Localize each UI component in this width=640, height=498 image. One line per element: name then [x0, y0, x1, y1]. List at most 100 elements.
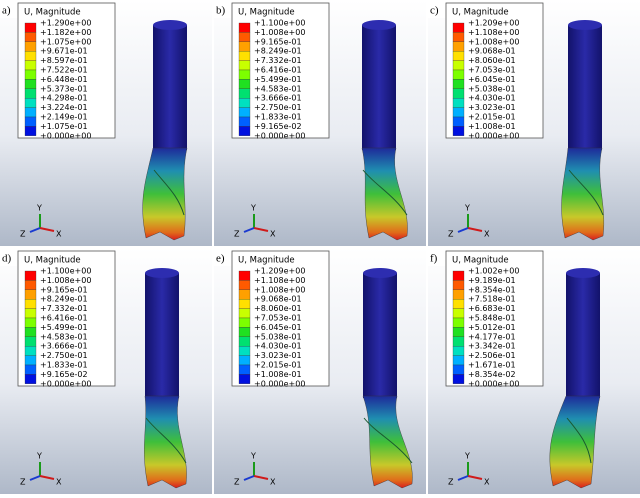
triad-x: X	[270, 230, 276, 239]
legend-swatch	[24, 336, 37, 347]
legend-value: +8.354e-02	[468, 370, 516, 379]
legend-swatch	[452, 79, 465, 89]
legend-value: +9.068e-01	[254, 295, 302, 304]
triad-x: X	[56, 230, 62, 239]
legend-value: +2.750e-01	[40, 351, 88, 360]
legend-value: +6.683e-01	[468, 304, 516, 313]
legend-value: +0.000e+00	[468, 379, 519, 388]
cylinder	[362, 25, 396, 150]
legend-swatch	[24, 346, 37, 356]
legend-title: U, Magnitude	[24, 256, 81, 266]
legend-value: +5.848e-01	[468, 314, 516, 323]
legend-swatch	[238, 126, 251, 136]
legend-swatch	[452, 280, 465, 290]
triad-x: X	[56, 478, 62, 487]
axis-x	[467, 227, 483, 232]
panel: f) U, Magnitude+1.002e+00+9.189e-01+8.354…	[428, 248, 640, 494]
legend-value: +0.000e+00	[40, 131, 91, 140]
legend-swatch	[24, 60, 37, 71]
legend-swatch	[452, 336, 465, 347]
cylinder	[568, 25, 602, 150]
panel: e) U, Magnitude+1.209e+00+1.108e+00+1.008…	[214, 248, 426, 494]
panel: a) U, Magnitude+1.290e+00+1.182e+00+1.075…	[0, 0, 212, 246]
legend-swatch	[238, 69, 251, 80]
cylinder-top	[568, 20, 602, 30]
legend-title: U, Magnitude	[452, 8, 509, 18]
triad-z: Z	[20, 478, 26, 487]
legend-value: +6.416e-01	[40, 314, 88, 323]
triad-x: X	[270, 478, 276, 487]
legend-swatch	[452, 98, 465, 108]
legend-swatch	[24, 98, 37, 108]
legend-value: +3.224e-01	[40, 103, 88, 112]
legend-value: +9.165e-01	[40, 285, 88, 294]
legend-value: +2.149e-01	[40, 113, 88, 122]
legend-value: +8.060e-01	[254, 304, 302, 313]
twist-line	[362, 169, 408, 216]
legend-swatch	[238, 317, 251, 328]
legend-value: +7.053e-01	[254, 314, 302, 323]
legend-title: U, Magnitude	[238, 8, 295, 18]
legend-value: +0.000e+00	[254, 379, 305, 388]
legend-value: +8.354e-01	[468, 285, 516, 294]
legend-value: +5.038e-01	[254, 332, 302, 341]
legend-value: +1.182e+00	[40, 28, 91, 37]
legend-swatch	[238, 51, 251, 61]
legend-swatch	[238, 41, 251, 52]
legend-swatch	[452, 116, 465, 127]
legend-value: +1.100e+00	[40, 267, 91, 276]
legend-value: +4.177e-01	[468, 332, 516, 341]
legend-value: +1.671e-01	[468, 361, 516, 370]
legend-swatch	[24, 51, 37, 61]
legend-value: +1.108e+00	[254, 276, 305, 285]
legend-value: +6.045e-01	[254, 323, 302, 332]
legend-swatch	[24, 41, 37, 52]
legend-value: +1.008e+00	[254, 285, 305, 294]
legend-swatch	[452, 299, 465, 309]
legend-value: +1.833e-01	[254, 113, 302, 122]
legend-value: +5.499e-01	[254, 75, 302, 84]
twisted-region	[144, 395, 187, 489]
legend-value: +1.075e-01	[40, 122, 88, 131]
legend-value: +6.448e-01	[40, 75, 88, 84]
legend-value: +4.583e-01	[40, 332, 88, 341]
legend-swatch	[452, 289, 465, 300]
triad-z: Z	[448, 478, 454, 487]
legend-value: +8.060e-01	[468, 56, 516, 65]
axis-z	[457, 475, 469, 481]
legend-value: +5.038e-01	[468, 84, 516, 93]
legend-swatch	[238, 346, 251, 356]
legend-value: +7.522e-01	[40, 66, 88, 75]
triad-y: Y	[250, 204, 256, 213]
legend-value: +3.666e-01	[40, 342, 88, 351]
triad-y: Y	[464, 204, 470, 213]
legend-swatch	[452, 364, 465, 375]
legend-value: +9.165e-02	[254, 122, 302, 131]
triad-z: Z	[20, 230, 26, 239]
panel: c) U, Magnitude+1.209e+00+1.108e+00+1.008…	[428, 0, 640, 246]
panel-label: b)	[216, 5, 226, 17]
triad-x: X	[484, 230, 490, 239]
legend-value: +0.000e+00	[40, 379, 91, 388]
panel-label: d)	[2, 253, 12, 265]
legend-value: +1.008e+00	[468, 37, 519, 46]
legend-swatch	[24, 69, 37, 80]
panel-label-bg	[428, 250, 446, 266]
twisted-region	[362, 395, 413, 489]
twist-line	[153, 169, 185, 216]
legend-value: +6.416e-01	[254, 66, 302, 75]
legend-value: +9.671e-01	[40, 47, 88, 56]
legend-swatch	[24, 299, 37, 309]
legend-swatch	[24, 355, 37, 366]
legend-value: +1.008e+00	[254, 28, 305, 37]
triad-y: Y	[250, 452, 256, 461]
legend-swatch	[238, 364, 251, 375]
panel-label-bg	[428, 2, 446, 18]
legend-value: +4.583e-01	[254, 84, 302, 93]
cylinder	[153, 25, 187, 150]
legend-swatch	[238, 336, 251, 347]
axis-z	[29, 475, 41, 481]
axis-x	[467, 475, 483, 480]
legend-value: +2.506e-01	[468, 351, 516, 360]
